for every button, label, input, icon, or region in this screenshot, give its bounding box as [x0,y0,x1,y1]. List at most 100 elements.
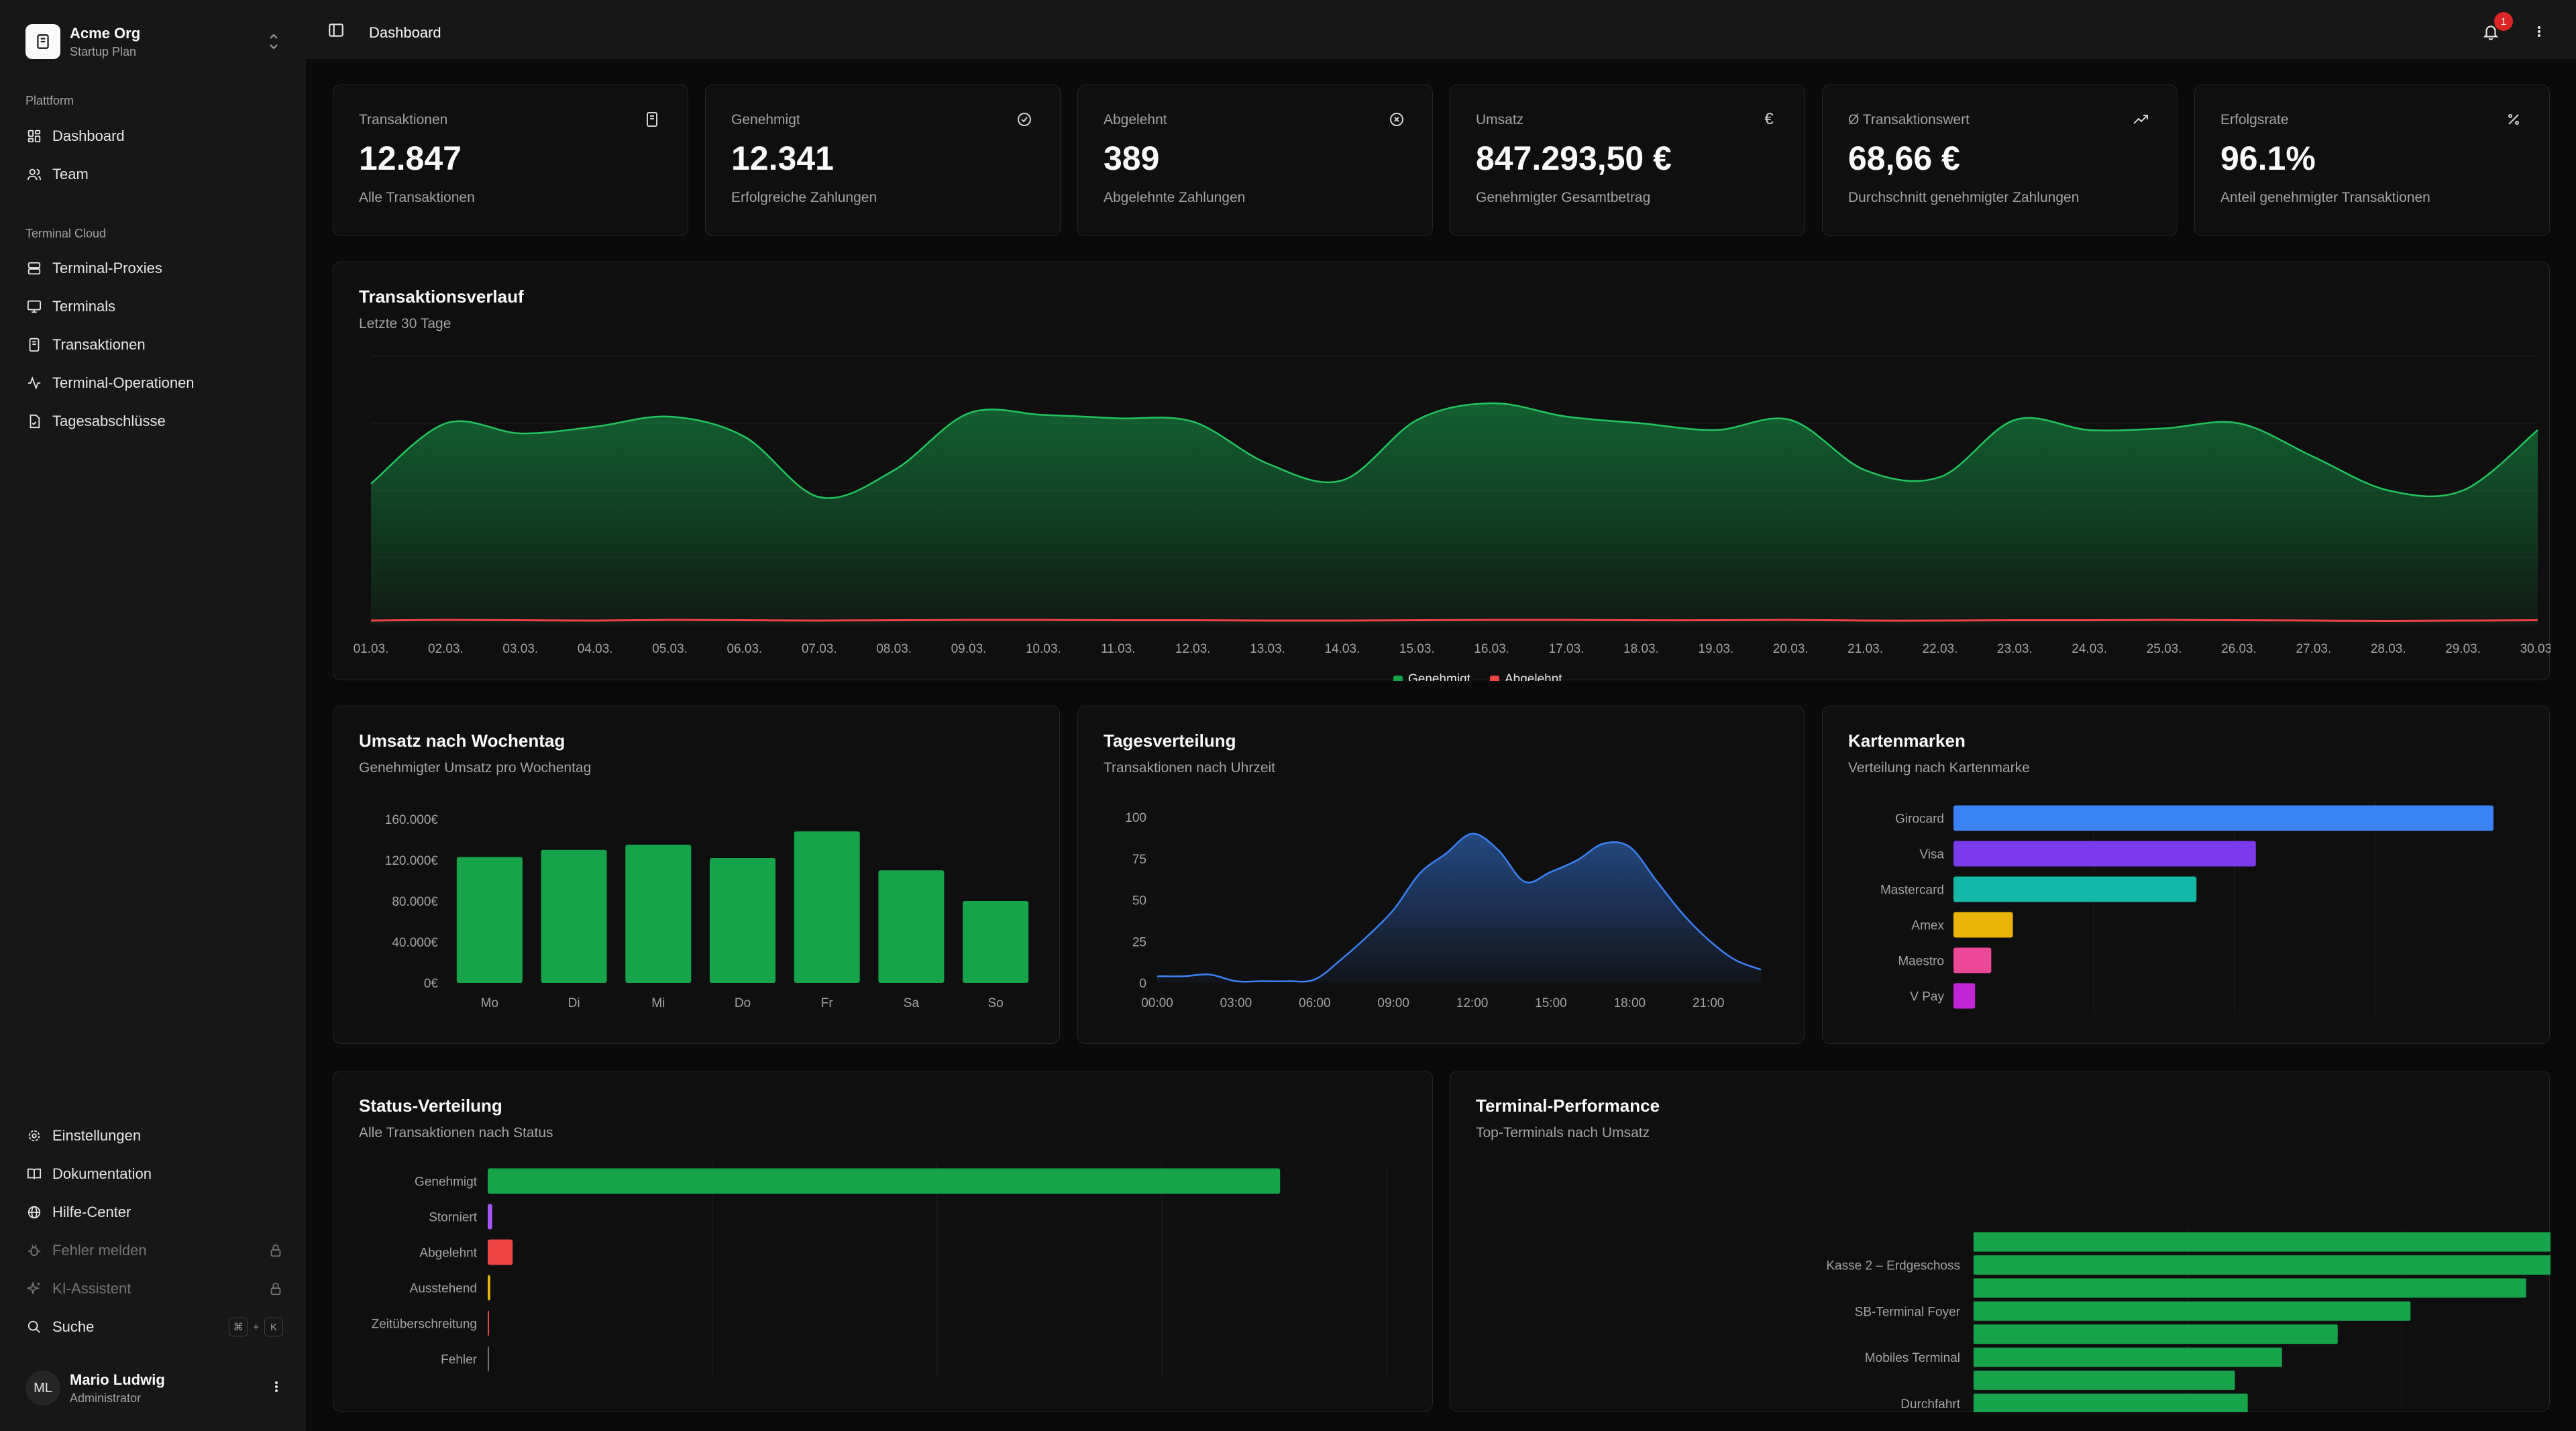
bar [1974,1324,2338,1344]
y-tick-label: Kasse 2 – Erdgeschoss [1826,1259,1960,1273]
y-tick-label: Girocard [1895,812,1944,827]
main-content: Transaktionen 12.847 Alle Transaktionen … [306,59,2576,1431]
sidebar-item-ki-assistent[interactable]: KI-Assistent [25,1274,283,1304]
sidebar-item-label: Terminal-Operationen [52,374,195,391]
activity-icon [25,374,43,392]
sidebar-item-dokumentation[interactable]: Dokumentation [25,1159,283,1189]
chart-title: Terminal-Performance [1476,1096,1660,1116]
settings-icon [25,1127,43,1145]
chart-card-tagesverteilung: Tagesverteilung Transaktionen nach Uhrze… [1077,706,1805,1044]
kpi-value: 847.293,50 € [1476,140,1672,177]
y-tick-label: Genehmigt [415,1175,478,1189]
x-tick-label: Fr [821,996,834,1010]
sidebar-item-hilfe-center[interactable]: Hilfe-Center [25,1198,283,1227]
sidebar-item-terminal-operationen[interactable]: Terminal-Operationen [25,368,283,398]
chart-subtitle: Alle Transaktionen nach Status [359,1125,553,1141]
sidebar-item-transaktionen[interactable]: Transaktionen [25,330,283,360]
bar [1974,1393,2248,1412]
bar [1953,947,1992,973]
sidebar-item-label: Terminal-Proxies [52,260,162,276]
x-tick-label: 11.03. [1101,642,1135,656]
more-vertical-icon[interactable] [270,1379,283,1398]
bar [488,1310,489,1336]
bar [1953,841,2256,867]
page-title: Dashboard [369,24,441,41]
chart-title: Transaktionsverlauf [359,286,524,307]
bug-icon [25,1242,43,1259]
sidebar-item-label: Transaktionen [52,336,146,353]
sidebar-toggle-icon[interactable] [326,20,346,40]
bar [456,857,523,983]
bar [1974,1232,2551,1252]
y-tick-label: Zeitüberschreitung [372,1318,477,1332]
sidebar-item-fehler-melden[interactable]: Fehler melden [25,1236,283,1265]
x-tick-label: 03:00 [1220,996,1252,1010]
user-role: Administrator [70,1391,142,1405]
x-tick-label: 19.03. [1698,642,1733,656]
percent-icon [2504,109,2524,129]
x-tick-label: 01.03. [354,642,389,656]
report-icon [25,413,43,430]
sidebar-item-terminal-proxies[interactable]: Terminal-Proxies [25,254,283,283]
shortcut-key: K [264,1318,283,1336]
bar [1953,876,2197,902]
x-tick-label: 04.03. [578,642,613,656]
legend-swatch [1490,676,1499,681]
nav-group-label: Plattform [25,94,74,107]
x-tick-label: 06:00 [1299,996,1331,1010]
kpi-sub: Genehmigter Gesamtbetrag [1476,190,1651,205]
y-tick-label: 40.000€ [392,936,438,950]
lock-icon [268,1243,283,1258]
x-tick-label: 00:00 [1141,996,1173,1010]
y-tick-label: Durchfahrt [1900,1397,1960,1412]
receipt-icon [25,336,43,354]
user-menu[interactable]: ML Mario Ludwig Administrator [25,1367,283,1409]
kpi-value: 389 [1104,140,1160,177]
sidebar-item-tagesabschluesse[interactable]: Tagesabschlüsse [25,407,283,436]
kpi-sub: Durchschnitt genehmigter Zahlungen [1848,190,2080,205]
y-tick-label: Visa [1919,848,1944,862]
lock-icon [268,1281,283,1296]
kpi-card: Abgelehnt 389 Abgelehnte Zahlungen [1077,85,1433,236]
chart-title: Kartenmarken [1848,731,1966,751]
chart-card-kartenmarken: Kartenmarken Verteilung nach Kartenmarke… [1822,706,2550,1044]
x-tick-label: So [988,996,1004,1010]
sidebar-item-label: Tagesabschlüsse [52,413,166,429]
bar [541,849,607,983]
series-line-genehmigt [370,402,2538,499]
y-tick-label: 160.000€ [385,813,439,827]
y-tick-label: V Pay [1910,990,1944,1004]
y-tick-label: Fehler [441,1353,478,1367]
bar [709,857,776,983]
chart-terminal-performance: 0€50.000€100.000€150.000€200.000€Kasse 2… [1826,1228,2551,1412]
y-tick-label: 100 [1125,811,1146,825]
monitor-icon [25,298,43,315]
sidebar-item-team[interactable]: Team [25,160,283,189]
sidebar-search[interactable]: Suche ⌘ + K [25,1312,283,1342]
legend-label: Abgelehnt [1505,672,1562,681]
x-tick-label: 09.03. [951,642,987,656]
kpi-label: Abgelehnt [1104,112,1167,127]
sidebar: Acme Org Startup Plan Plattform Dashboar… [0,0,306,1431]
sidebar-item-terminals[interactable]: Terminals [25,292,283,321]
x-tick-label: 02.03. [428,642,464,656]
more-vertical-icon[interactable] [2528,20,2551,43]
x-tick-label: 12.03. [1175,642,1211,656]
x-tick-label: 21:00 [1693,996,1725,1010]
bell-icon[interactable] [2479,20,2502,43]
x-tick-label: 16.03. [1474,642,1509,656]
sidebar-item-einstellungen[interactable]: Einstellungen [25,1121,283,1151]
x-tick-label: Sa [904,996,920,1010]
user-name: Mario Ludwig [70,1371,165,1388]
series-line [1157,833,1762,983]
bar [1953,912,2013,938]
search-icon [25,1318,43,1336]
chart-subtitle: Letzte 30 Tage [359,316,451,331]
org-switcher[interactable]: Acme Org Startup Plan [25,23,283,60]
chart-title: Tagesverteilung [1104,731,1236,751]
y-tick-label: Amex [1911,919,1944,933]
sidebar-item-label: Dashboard [52,127,125,144]
sidebar-item-dashboard[interactable]: Dashboard [25,121,283,151]
bar [1974,1301,2411,1321]
